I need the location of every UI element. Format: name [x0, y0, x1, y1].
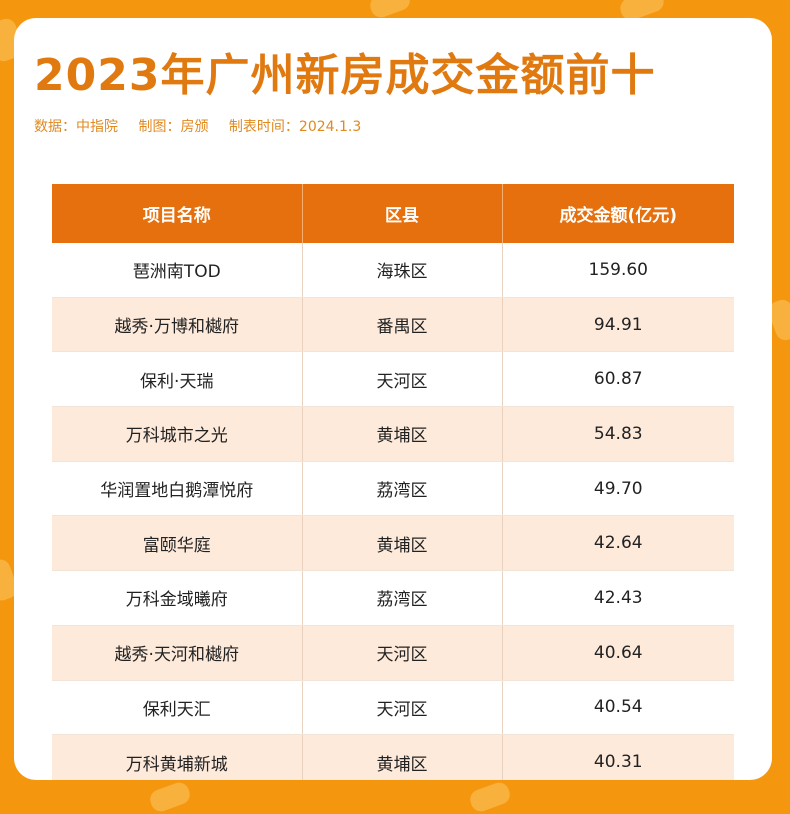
page-title: 2023年广州新房成交金额前十 — [34, 50, 656, 101]
publish-date: 制表时间：2024.1.3 — [228, 119, 362, 135]
amount: 94.91 — [502, 297, 734, 353]
table-row: 万科金域曦府 荔湾区 42.43 — [52, 570, 734, 626]
district: 番禺区 — [302, 297, 503, 353]
district: 天河区 — [302, 625, 503, 681]
column-header-district: 区县 — [302, 184, 503, 243]
district: 黄埔区 — [302, 734, 503, 780]
table-row: 万科黄埔新城 黄埔区 40.31 — [52, 734, 734, 780]
column-header-amount: 成交金额(亿元) — [502, 184, 734, 243]
district: 天河区 — [302, 680, 503, 736]
table-row: 富颐华庭 黄埔区 42.64 — [52, 515, 734, 572]
table-row: 琶洲南TOD 海珠区 159.60 — [52, 243, 734, 298]
amount: 40.54 — [502, 680, 734, 736]
amount: 40.64 — [502, 625, 734, 681]
project-name: 保利·天瑞 — [52, 351, 303, 408]
table-header-row: 项目名称 区县 成交金额(亿元) — [52, 184, 734, 243]
amount: 159.60 — [502, 243, 734, 298]
project-name: 万科金域曦府 — [52, 570, 303, 626]
table-row: 越秀·万博和樾府 番禺区 94.91 — [52, 297, 734, 353]
table-row: 万科城市之光 黄埔区 54.83 — [52, 406, 734, 462]
table-row: 保利天汇 天河区 40.54 — [52, 680, 734, 736]
project-name: 万科城市之光 — [52, 406, 303, 462]
district: 黄埔区 — [302, 515, 503, 572]
district: 天河区 — [302, 351, 503, 408]
amount: 42.43 — [502, 570, 734, 626]
table-row: 华润置地白鹅潭悦府 荔湾区 49.70 — [52, 461, 734, 517]
table-row: 越秀·天河和樾府 天河区 40.64 — [52, 625, 734, 681]
district: 荔湾区 — [302, 461, 503, 517]
chart-credit: 制图：房颁 — [138, 119, 209, 135]
amount: 42.64 — [502, 515, 734, 572]
project-name: 越秀·万博和樾府 — [52, 297, 303, 353]
content-card: 2023年广州新房成交金额前十 数据：中指院 制图：房颁 制表时间：2024.1… — [14, 18, 772, 780]
project-name: 万科黄埔新城 — [52, 734, 303, 780]
data-source: 数据：中指院 — [34, 119, 118, 135]
district: 海珠区 — [302, 243, 503, 298]
district: 荔湾区 — [302, 570, 503, 626]
column-header-project: 项目名称 — [52, 184, 303, 243]
ranking-table: 项目名称 区县 成交金额(亿元) 琶洲南TOD 海珠区 159.60 越秀·万博… — [52, 184, 734, 780]
amount: 54.83 — [502, 406, 734, 462]
project-name: 琶洲南TOD — [52, 243, 303, 298]
project-name: 华润置地白鹅潭悦府 — [52, 461, 303, 517]
amount: 60.87 — [502, 351, 734, 408]
bg-decoration — [467, 779, 513, 814]
project-name: 富颐华庭 — [52, 515, 303, 572]
project-name: 越秀·天河和樾府 — [52, 625, 303, 681]
table-row: 保利·天瑞 天河区 60.87 — [52, 351, 734, 408]
project-name: 保利天汇 — [52, 680, 303, 736]
bg-decoration — [147, 779, 193, 814]
amount: 49.70 — [502, 461, 734, 517]
source-line: 数据：中指院 制图：房颁 制表时间：2024.1.3 — [34, 116, 377, 136]
amount: 40.31 — [502, 734, 734, 780]
district: 黄埔区 — [302, 406, 503, 462]
